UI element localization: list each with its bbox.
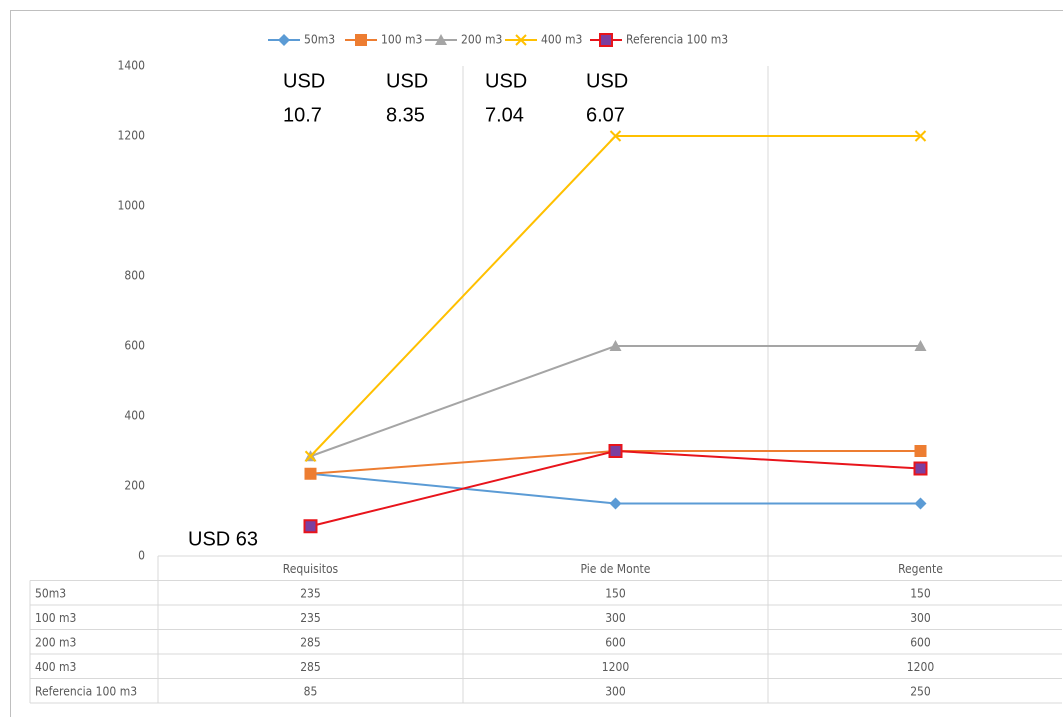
y-tick-label: 400 [124,409,145,423]
table-cell: 285 [300,635,321,649]
table-cell: 1200 [907,660,935,674]
marker [914,340,927,351]
marker [913,461,928,476]
series-line [310,345,921,458]
x-tick-label: Pie de Monte [581,562,651,576]
legend-marker [599,33,613,47]
annotation: USD 63 [188,528,258,550]
y-tick-label: 0 [138,549,145,563]
frame [10,10,1063,717]
y-tick-label: 200 [124,479,145,493]
y-tick-label: 1400 [118,59,146,73]
table-cell: 150 [605,586,626,600]
table-cell: 300 [605,611,626,625]
annotation: 8.35 [386,104,425,126]
table-row-label: 100 m3 [35,611,76,625]
marker [609,340,622,351]
marker [914,445,927,457]
annotation: USD [586,70,628,92]
legend-label: Referencia 100 m3 [626,33,728,47]
table-cell: 300 [910,611,931,625]
legend-marker [278,34,290,46]
table-cell: 1200 [602,660,630,674]
marker [914,497,927,510]
y-tick-label: 1000 [118,199,146,213]
table-row-label: 400 m3 [35,660,76,674]
marker [304,450,317,462]
marker [914,130,927,142]
annotation: USD [485,70,527,92]
marker [304,467,317,480]
marker [608,444,623,458]
legend-label: 200 m3 [461,33,502,47]
table-cell: 300 [605,684,626,698]
table-cell: 235 [300,586,321,600]
x-tick-label: Regente [898,562,943,576]
series-line [309,135,921,457]
y-tick-label: 800 [124,269,145,283]
legend-marker [355,34,367,46]
table-row-label: 50m3 [35,586,66,600]
table-cell: 150 [910,586,931,600]
table-cell: 600 [910,635,931,649]
table-row-label: Referencia 100 m3 [35,684,137,698]
legend-label: 100 m3 [381,33,422,47]
legend-marker [435,34,447,45]
table-cell: 85 [304,684,318,698]
legend-label: 400 m3 [541,33,582,47]
annotation: USD [386,70,428,92]
y-tick-label: 600 [124,339,145,353]
x-tick-label: Requisitos [283,562,339,576]
annotation: 7.04 [485,104,524,126]
y-tick-label: 1200 [118,129,146,143]
table-cell: 600 [605,635,626,649]
table-row-label: 200 m3 [35,635,76,649]
table-cell: 250 [910,684,931,698]
legend-marker [515,34,527,46]
table-cell: 285 [300,660,321,674]
marker [609,130,622,142]
annotation: 6.07 [586,104,625,126]
annotation: USD [283,70,325,92]
table-cell: 235 [300,611,321,625]
marker [609,497,622,510]
legend-label: 50m3 [304,33,335,47]
marker [303,519,318,534]
series-line [310,449,921,528]
annotation: 10.7 [283,104,322,126]
